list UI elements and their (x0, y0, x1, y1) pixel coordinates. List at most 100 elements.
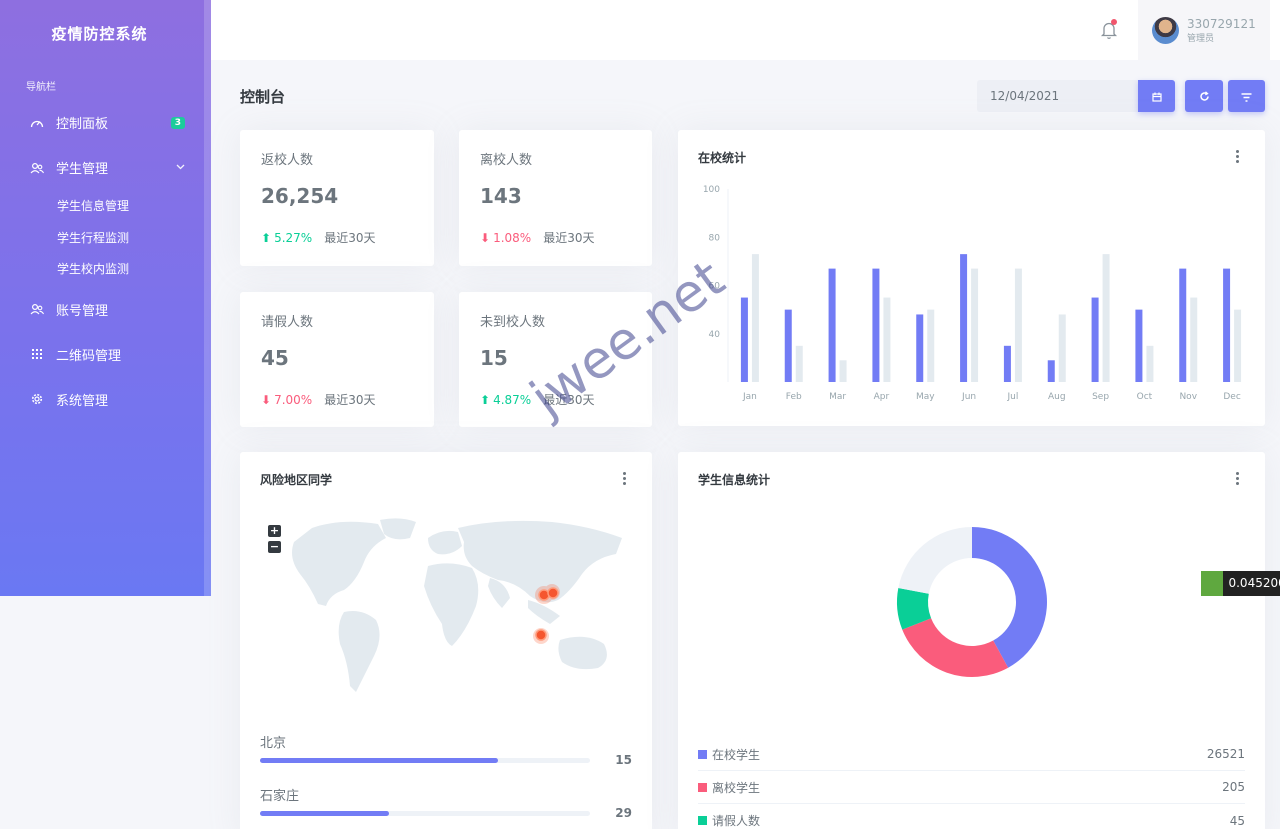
stat-change: 4.87% (493, 392, 532, 407)
legend-row: 请假人数 45 (698, 804, 1245, 829)
sidebar-item-label: 系统管理 (56, 393, 109, 409)
stat-trend: ⬇︎ 1.08% 最近30天 (480, 229, 594, 246)
stat-title: 离校人数 (480, 153, 533, 168)
arrow-up-icon: ⬆︎ (261, 230, 272, 245)
legend-swatch (698, 816, 707, 825)
sidebar-item-dashboard[interactable]: 控制面板 3 (0, 100, 211, 145)
y-tick-label: 40 (709, 330, 721, 340)
x-tick-label: Jan (742, 392, 757, 402)
stat-trend: ⬆︎ 5.27% 最近30天 (261, 229, 375, 246)
legend-name: 请假人数 (712, 814, 761, 828)
legend-row: 离校学生 205 (698, 771, 1245, 804)
stat-card-returned: 返校人数 26,254 ⬆︎ 5.27% 最近30天 (240, 130, 434, 266)
submenu-item-student-info[interactable]: 学生信息管理 (57, 199, 130, 214)
bell-icon[interactable] (1100, 19, 1118, 40)
stat-period: 最近30天 (543, 393, 595, 407)
date-input[interactable] (977, 80, 1138, 112)
gear-icon (30, 392, 44, 406)
progress-fill (260, 758, 498, 763)
user-name: 330729121 (1187, 16, 1256, 31)
region-count: 15 (615, 753, 632, 767)
sidebar-item-system[interactable]: 系统管理 (0, 377, 211, 422)
filter-button[interactable] (1228, 80, 1265, 112)
calendar-button[interactable] (1138, 80, 1175, 112)
x-tick-label: Dec (1223, 392, 1240, 402)
world-map (292, 518, 622, 692)
y-tick-label: 100 (703, 185, 720, 195)
sidebar-item-accounts[interactable]: 账号管理 (0, 287, 211, 332)
progress-fill (260, 811, 389, 816)
bar-chart: 40 60 80 100 Jan Feb Mar Apr May Jun Jul Aug Sep Oct N… (703, 185, 1242, 402)
card-title: 学生信息统计 (698, 473, 771, 487)
donut-slice (898, 527, 972, 594)
legend-value: 26521 (1206, 747, 1245, 761)
more-vertical-icon[interactable] (1236, 472, 1240, 487)
stat-value: 15 (480, 346, 508, 370)
zoom-in-button[interactable]: + (268, 524, 281, 537)
arrow-down-icon: ⬇︎ (261, 392, 272, 407)
sidebar-item-label: 二维码管理 (56, 348, 122, 364)
more-vertical-icon[interactable] (1236, 150, 1240, 165)
bar (740, 297, 748, 382)
donut-slice (897, 587, 932, 630)
legend-swatch (698, 749, 707, 759)
x-tick-label: Aug (1048, 392, 1066, 402)
gauge-icon (30, 116, 44, 130)
bar (1091, 297, 1099, 382)
submenu-item-campus-monitor[interactable]: 学生校内监测 (57, 262, 130, 277)
stat-value: 26,254 (261, 184, 339, 208)
x-tick-label: Feb (786, 392, 802, 402)
legend-value: 45 (1229, 813, 1245, 828)
y-tick-label: 80 (709, 233, 721, 243)
legend-row: 在校学生 26521 (698, 738, 1245, 771)
zoom-out-button[interactable]: − (268, 540, 281, 553)
bar (1102, 254, 1110, 382)
legend-name: 离校学生 (712, 780, 761, 795)
stat-value: 45 (261, 346, 289, 370)
filter-icon (1241, 87, 1252, 106)
nav-caption: 导航栏 (26, 82, 56, 93)
brand-title: 疫情防控系统 (51, 24, 148, 43)
legend-name: 在校学生 (712, 747, 761, 762)
sidebar-item-students[interactable]: 学生管理 (0, 145, 211, 190)
floating-widget[interactable]: 0.045200 (1201, 571, 1280, 596)
avatar (1152, 16, 1179, 44)
more-vertical-icon[interactable] (623, 472, 627, 487)
region-count: 29 (615, 806, 632, 820)
stat-period: 最近30天 (543, 231, 595, 245)
legend-value: 205 (1222, 780, 1245, 794)
bar (1190, 297, 1198, 382)
bar (1003, 345, 1011, 382)
stat-title: 返校人数 (261, 153, 314, 168)
region-row: 石家庄 29 (260, 785, 632, 820)
refresh-icon (1199, 87, 1210, 106)
submenu-item-travel-monitor[interactable]: 学生行程监测 (57, 230, 130, 245)
grid-icon (30, 347, 44, 361)
stat-value: 143 (480, 184, 522, 208)
x-tick-label: Sep (1092, 392, 1109, 402)
sidebar-item-qrcode[interactable]: 二维码管理 (0, 332, 211, 377)
y-tick-label: 60 (709, 282, 721, 292)
progress-bar (260, 811, 590, 816)
bar (828, 268, 836, 382)
stat-card-absent: 未到校人数 15 ⬆︎ 4.87% 最近30天 (459, 292, 652, 427)
x-tick-label: May (916, 392, 935, 402)
stat-title: 未到校人数 (480, 315, 546, 330)
bar (872, 268, 880, 382)
bar (927, 309, 935, 382)
region-name: 北京 (260, 736, 287, 751)
bar (751, 254, 759, 382)
x-tick-label: Jun (961, 392, 976, 402)
card-title: 风险地区同学 (260, 473, 333, 487)
stat-card-left: 离校人数 143 ⬇︎ 1.08% 最近30天 (459, 130, 652, 266)
widget-logo-icon (1201, 571, 1224, 596)
user-menu[interactable]: 330729121 管理员 (1138, 0, 1270, 60)
student-submenu: 学生信息管理 学生行程监测 学生校内监测 (0, 190, 211, 285)
stat-period: 最近30天 (324, 231, 376, 245)
bar (1014, 268, 1022, 382)
bar (839, 360, 847, 382)
refresh-button[interactable] (1185, 80, 1223, 112)
sidebar-item-label: 账号管理 (56, 303, 109, 319)
bar (883, 297, 891, 382)
chevron-down-icon (176, 162, 185, 173)
